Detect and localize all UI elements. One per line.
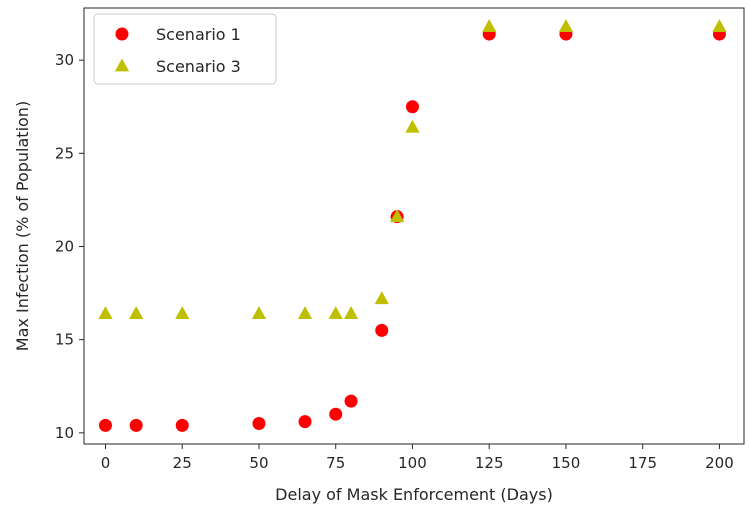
y-tick-label: 20 bbox=[55, 237, 74, 255]
scenario-3-point bbox=[175, 306, 190, 319]
scenario-1-point bbox=[252, 417, 266, 431]
scenario-1-point bbox=[405, 100, 419, 114]
scenario-3-point bbox=[712, 19, 727, 33]
scenario-1-point bbox=[175, 418, 189, 432]
x-tick-label: 25 bbox=[173, 454, 192, 472]
y-tick-label: 15 bbox=[55, 331, 74, 349]
x-axis-label: Delay of Mask Enforcement (Days) bbox=[275, 485, 553, 504]
plot-frame bbox=[83, 7, 745, 445]
legend-label: Scenario 3 bbox=[156, 57, 241, 76]
scenario-1-point bbox=[344, 394, 358, 408]
x-tick-label: 175 bbox=[628, 454, 657, 472]
scenario-1-point bbox=[375, 323, 389, 337]
scenario-3-point bbox=[389, 209, 405, 223]
x-axis: 0 25 50 75 100 125 150 175 200 bbox=[101, 444, 734, 472]
scenario-1-point bbox=[129, 418, 143, 432]
legend-label: Scenario 1 bbox=[156, 25, 241, 44]
x-tick-label: 150 bbox=[552, 454, 581, 472]
scenario-1-point bbox=[329, 407, 343, 421]
scenario-3-point bbox=[374, 291, 389, 305]
series-2 bbox=[98, 19, 727, 319]
legend-box bbox=[93, 13, 277, 85]
legend: Scenario 1 Scenario 3 bbox=[93, 13, 277, 85]
y-axis-label: Max Infection (% of Population) bbox=[13, 101, 32, 351]
scenario-3-point bbox=[98, 306, 113, 319]
x-tick-label: 125 bbox=[475, 454, 504, 472]
scenario-3-point bbox=[328, 306, 343, 319]
plot-area bbox=[83, 7, 745, 445]
x-tick-label: 100 bbox=[398, 454, 427, 472]
y-axis: 10 15 20 25 30 bbox=[55, 51, 84, 442]
x-tick-label: 0 bbox=[101, 454, 111, 472]
legend-marker-circle bbox=[115, 27, 129, 41]
y-tick-label: 25 bbox=[55, 144, 74, 162]
scenario-3-point bbox=[405, 119, 420, 133]
scenario-1-point bbox=[98, 418, 112, 432]
scenario-3-point bbox=[251, 306, 267, 319]
y-tick-label: 30 bbox=[55, 51, 74, 69]
scenario-3-point bbox=[129, 306, 144, 319]
y-tick-label: 10 bbox=[55, 424, 74, 442]
scenario-3-point bbox=[558, 19, 574, 33]
scenario-3-point bbox=[482, 19, 497, 33]
x-tick-label: 50 bbox=[249, 454, 268, 472]
scenario-1-point bbox=[298, 415, 312, 429]
legend-marker-triangle bbox=[114, 58, 130, 72]
x-tick-label: 75 bbox=[326, 454, 345, 472]
scenario-3-point bbox=[297, 306, 313, 319]
x-tick-label: 200 bbox=[705, 454, 734, 472]
scenario-3-point bbox=[343, 306, 359, 319]
